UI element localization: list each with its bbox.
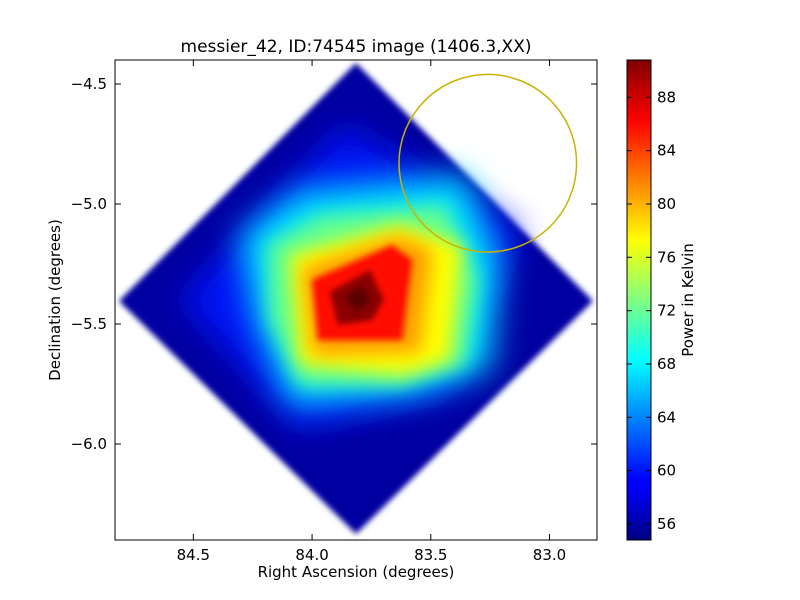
x-axis: 84.5 84.0 83.5 83.0 (177, 60, 566, 564)
y-axis: −4.5 −5.0 −5.5 −6.0 (71, 75, 597, 453)
colorbar-label: Power in Kelvin (679, 243, 697, 357)
colorbar-tick-label: 84 (657, 142, 676, 160)
x-tick-label: 83.5 (414, 546, 447, 564)
heatmap-image (119, 63, 593, 534)
colorbar-tick-label: 60 (657, 462, 676, 480)
colorbar-tick-label: 68 (657, 355, 676, 373)
x-axis-label: Right Ascension (degrees) (258, 563, 455, 581)
colorbar (626, 59, 652, 541)
y-tick-label: −4.5 (71, 75, 107, 93)
plot-frame (114, 59, 598, 541)
heatmap-core (345, 285, 370, 312)
chart-title: messier_42, ID:74545 image (1406.3,XX) (181, 37, 532, 57)
colorbar-tick-label: 64 (657, 408, 676, 426)
colorbar-tick-label: 80 (657, 195, 676, 213)
colorbar-tick-label: 88 (657, 88, 676, 106)
colorbar-tick-label: 72 (657, 302, 676, 320)
y-tick-label: −5.0 (71, 195, 107, 213)
annotation-circle (398, 73, 578, 253)
colorbar-tick-label: 56 (657, 515, 676, 533)
x-tick-label: 83.0 (533, 546, 566, 564)
x-tick-label: 84.5 (177, 546, 210, 564)
y-tick-label: −6.0 (71, 435, 107, 453)
y-tick-label: −5.5 (71, 315, 107, 333)
colorbar-tick-label: 76 (657, 248, 676, 266)
y-axis-label: Declination (degrees) (46, 219, 64, 381)
colorbar-ticks: 56 60 64 68 72 76 80 84 88 (627, 88, 676, 533)
x-tick-label: 84.0 (295, 546, 328, 564)
